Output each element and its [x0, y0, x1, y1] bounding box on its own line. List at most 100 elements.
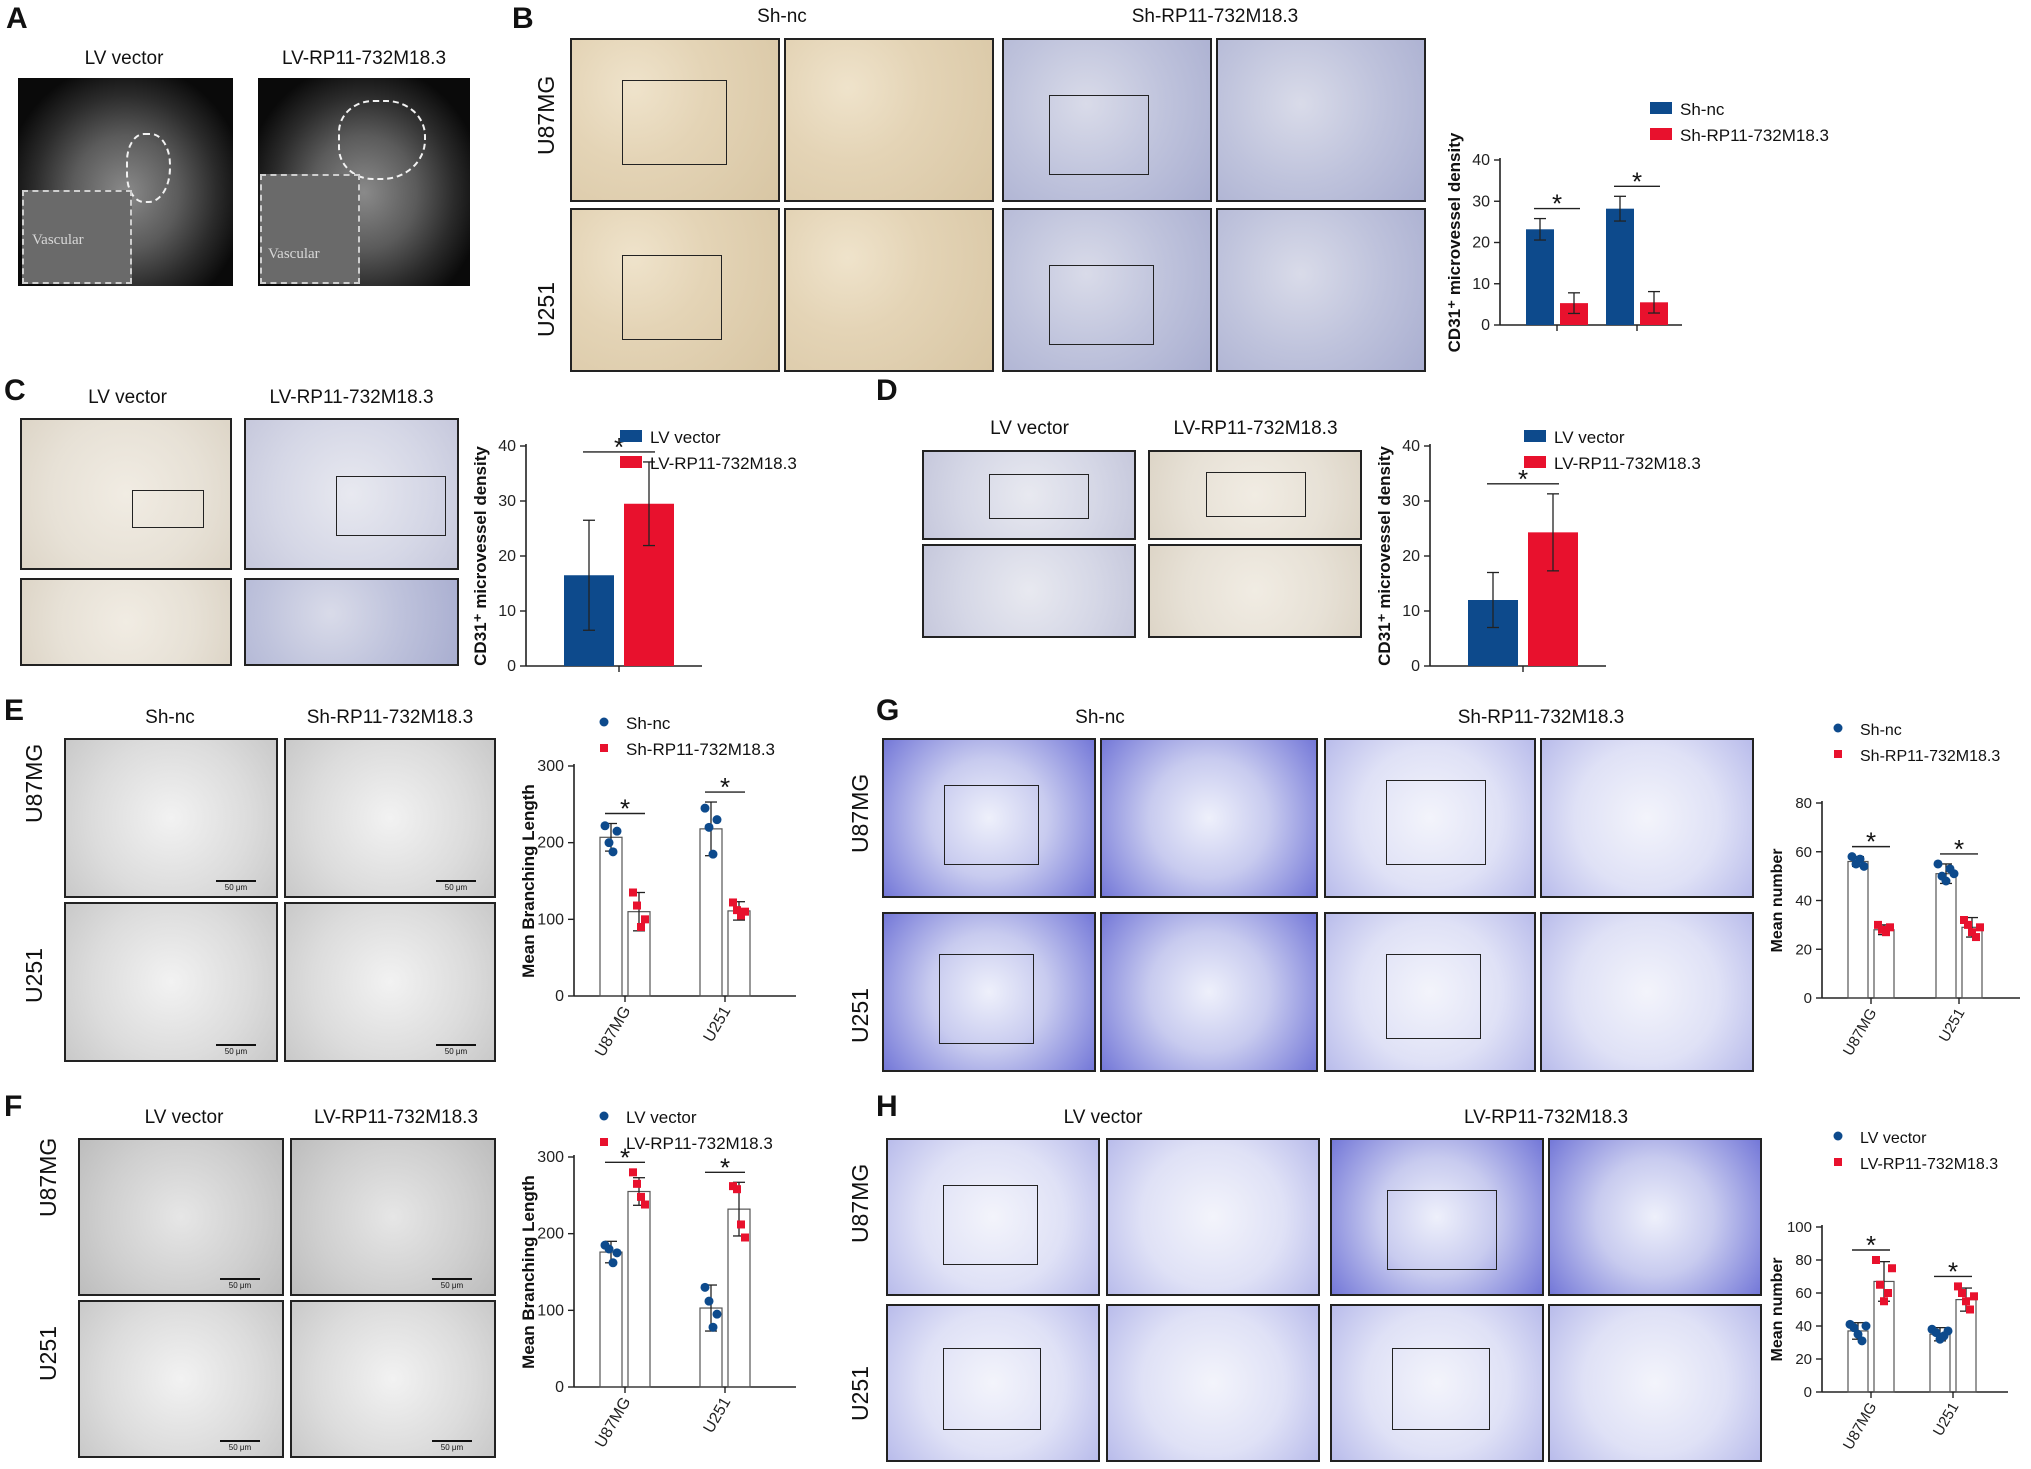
- data-point: [633, 901, 641, 910]
- data-point: [1888, 1264, 1896, 1273]
- data-point: [608, 1258, 618, 1268]
- y-tick-label: 20: [498, 548, 516, 565]
- panel-b-chart: 0 10 20 30 40 CD31⁺ microvessel density * * Sh-n…: [1445, 100, 1829, 352]
- y-tick-label: 0: [1481, 317, 1490, 334]
- panel-b-col-label-2: Sh-RP11-732M18.3: [1131, 6, 1299, 27]
- legend-marker: [1834, 750, 1842, 758]
- y-tick-label: 100: [537, 1302, 564, 1319]
- panel-c-zoom-image: [20, 578, 232, 666]
- bar: [599, 836, 623, 997]
- significance-star: *: [1552, 189, 1562, 219]
- y-tick-label: 20: [1472, 235, 1490, 252]
- panel-a-mri-image-2: Vascular: [258, 78, 470, 286]
- y-tick-label: 10: [1472, 276, 1490, 293]
- data-point: [1886, 923, 1894, 932]
- x-tick-label: U87MG: [1840, 1400, 1881, 1453]
- y-tick-label: 80: [1795, 795, 1812, 812]
- x-tick-label: U87MG: [1840, 1006, 1881, 1059]
- data-point: [700, 803, 710, 813]
- data-point: [1941, 876, 1951, 886]
- panel-b-ihc-image: [570, 38, 780, 202]
- significance-star: *: [1866, 827, 1876, 857]
- significance-star: *: [1866, 1230, 1876, 1260]
- data-point: [708, 849, 718, 859]
- panel-b-ihc-zoom-image: [1216, 38, 1426, 202]
- panel-e-label: E: [4, 694, 25, 727]
- panel-h-transwell-zoom-image: [1106, 1304, 1320, 1462]
- panel-g-label: G: [876, 694, 900, 727]
- x-tick-label: U87MG: [592, 1004, 634, 1060]
- legend-swatch: [1650, 128, 1672, 140]
- data-point: [1849, 1323, 1859, 1333]
- panel-d-col-label-2: LV-RP11-732M18.3: [1173, 418, 1338, 439]
- y-tick-label: 20: [1795, 941, 1812, 958]
- panel-g-transwell-zoom-image: [1100, 912, 1318, 1072]
- panel-f-tube-image: 50 μm: [290, 1300, 496, 1458]
- panel-h-transwell-zoom-image: [1106, 1138, 1320, 1296]
- data-point: [700, 1282, 710, 1292]
- data-point: [1960, 916, 1968, 924]
- data-point: [608, 847, 618, 857]
- data-point: [1874, 920, 1882, 929]
- data-point: [737, 1220, 745, 1229]
- y-tick-label: 0: [507, 658, 516, 675]
- legend-label: Sh-nc: [1860, 722, 1902, 739]
- data-point: [1943, 1326, 1953, 1336]
- data-point: [629, 1168, 637, 1177]
- legend-label: Sh-nc: [626, 714, 671, 733]
- panel-f-tube-image: 50 μm: [78, 1138, 284, 1296]
- legend-label: LV-RP11-732M18.3: [626, 1134, 773, 1153]
- panel-e-col-label-2: Sh-RP11-732M18.3: [306, 707, 474, 728]
- panel-e-col-label-1: Sh-nc: [145, 707, 195, 728]
- data-point: [1958, 1289, 1966, 1297]
- data-point: [1933, 859, 1943, 869]
- significance-star: *: [1518, 464, 1528, 494]
- data-point: [729, 898, 737, 907]
- data-point: [641, 1200, 649, 1209]
- y-tick-label: 80: [1795, 1252, 1812, 1269]
- bar: [1847, 860, 1869, 999]
- panel-c-zoom-image: [244, 578, 459, 666]
- data-point: [741, 1233, 749, 1242]
- y-tick-label: 10: [498, 603, 516, 620]
- x-tick-label: U251: [1936, 1006, 1969, 1046]
- panel-b-col-label-1: Sh-nc: [757, 6, 807, 27]
- y-tick-label: 30: [1472, 193, 1490, 210]
- panel-e-row-label-2: U251: [21, 948, 47, 1003]
- y-tick-label: 300: [537, 758, 564, 775]
- panel-g-row-label-1: U87MG: [847, 773, 873, 853]
- data-point: [1949, 869, 1959, 879]
- bar: [599, 1251, 623, 1388]
- panel-h-transwell-image: [886, 1138, 1100, 1296]
- data-point: [1931, 1328, 1941, 1338]
- y-tick-label: 40: [1472, 152, 1490, 169]
- x-tick-label: U251: [701, 1003, 735, 1045]
- data-point: [633, 1179, 641, 1188]
- panel-a-col-label-1: LV vector: [84, 48, 164, 69]
- panel-e-row-label-1: U87MG: [21, 743, 47, 823]
- significance-star: *: [1632, 166, 1642, 196]
- panel-b-ihc-zoom-image: [1216, 208, 1426, 372]
- bar: [627, 1190, 651, 1388]
- panel-h-row-label-1: U87MG: [847, 1163, 873, 1243]
- panel-g-col-label-2: Sh-RP11-732M18.3: [1457, 707, 1625, 728]
- panel-b-ihc-zoom-image: [784, 38, 994, 202]
- y-axis-label: CD31⁺ microvessel density: [1445, 132, 1464, 352]
- vascular-label: Vascular: [32, 232, 84, 248]
- data-point: [1872, 1256, 1880, 1264]
- bar: [1526, 229, 1554, 325]
- panel-d-label: D: [876, 374, 898, 407]
- panel-c-col-label-1: LV vector: [88, 387, 167, 408]
- legend-marker: [599, 1111, 609, 1121]
- inset-image: Vascular: [22, 190, 132, 284]
- y-tick-label: 200: [537, 1226, 564, 1243]
- x-tick-label: U87MG: [592, 1395, 634, 1451]
- data-point: [1976, 923, 1984, 932]
- significance-star: *: [620, 794, 630, 824]
- bar: [1873, 929, 1895, 999]
- panel-c-label: C: [4, 374, 26, 407]
- y-axis-label: CD31⁺ microvessel density: [471, 446, 490, 666]
- y-tick-label: 40: [1402, 438, 1420, 455]
- legend-label: Sh-RP11-732M18.3: [626, 740, 775, 759]
- y-tick-label: 20: [1402, 548, 1420, 565]
